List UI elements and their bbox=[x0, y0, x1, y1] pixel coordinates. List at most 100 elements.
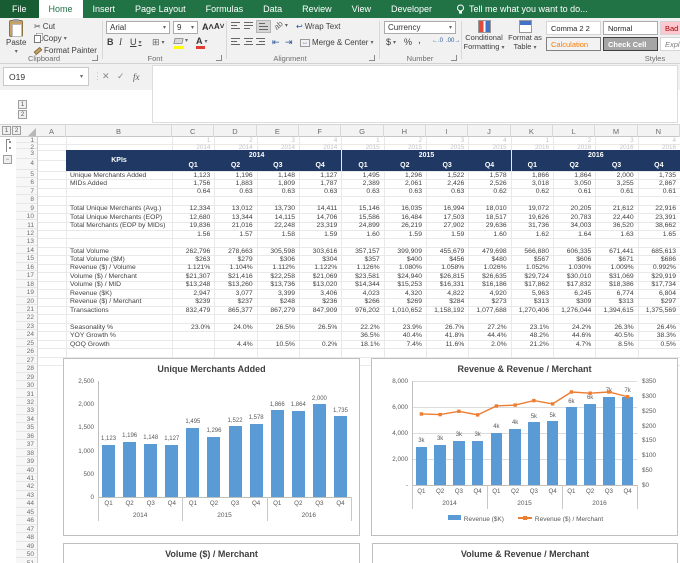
paste-button[interactable]: Paste ▾ bbox=[6, 20, 26, 55]
table-cell[interactable]: 1,756 bbox=[172, 179, 210, 187]
align-bottom-button[interactable] bbox=[256, 20, 271, 33]
row-header-24[interactable]: 24 bbox=[16, 331, 37, 338]
table-cell[interactable]: 1.57 bbox=[214, 230, 252, 238]
table-cell[interactable]: 20,783 bbox=[553, 213, 591, 221]
table-cell[interactable]: 1.63 bbox=[595, 230, 633, 238]
table-cell[interactable]: $21,416 bbox=[214, 272, 252, 280]
table-cell[interactable]: $306 bbox=[257, 255, 295, 263]
table-cell[interactable]: 0.992% bbox=[638, 264, 676, 272]
table-cell[interactable]: $15,253 bbox=[384, 281, 422, 289]
row-outline-level-1-button[interactable]: 1 bbox=[2, 126, 11, 135]
collapse-group-button[interactable]: − bbox=[3, 155, 12, 164]
table-cell[interactable]: 262,796 bbox=[172, 247, 210, 255]
chart-volume-merchant[interactable]: Volume ($) / Merchant bbox=[63, 543, 360, 563]
table-cell[interactable]: 24,899 bbox=[341, 222, 379, 230]
align-right-button[interactable] bbox=[256, 38, 265, 45]
table-cell[interactable]: 16,035 bbox=[384, 205, 422, 213]
ribbon-tab-home[interactable]: Home bbox=[39, 0, 83, 18]
table-cell[interactable]: 4,822 bbox=[426, 289, 464, 297]
table-cell[interactable]: $266 bbox=[341, 298, 379, 306]
table-cell[interactable]: $30,010 bbox=[553, 272, 591, 280]
table-cell[interactable]: 1.59 bbox=[299, 230, 337, 238]
increase-indent-button[interactable]: ⇥ bbox=[285, 37, 293, 48]
table-cell[interactable]: 40.5% bbox=[595, 331, 633, 339]
table-cell[interactable]: 1.59 bbox=[384, 230, 422, 238]
ribbon-tab-insert[interactable]: Insert bbox=[83, 0, 126, 18]
orientation-button[interactable]: ab▾ bbox=[274, 21, 288, 30]
table-cell[interactable]: 0.62 bbox=[468, 188, 506, 196]
table-cell[interactable]: 0.63 bbox=[384, 188, 422, 196]
table-cell[interactable]: 399,909 bbox=[384, 247, 422, 255]
table-cell[interactable]: 23.0% bbox=[172, 323, 210, 331]
table-cell[interactable]: 26.7% bbox=[426, 323, 464, 331]
table-cell[interactable]: 0.63 bbox=[426, 188, 464, 196]
table-cell[interactable]: 0.61 bbox=[638, 188, 676, 196]
table-cell[interactable]: 847,909 bbox=[299, 306, 337, 314]
row-header-23[interactable]: 23 bbox=[16, 323, 37, 330]
row-header-4[interactable]: 4 bbox=[16, 160, 37, 169]
table-cell[interactable]: $279 bbox=[214, 255, 252, 263]
table-cell[interactable]: 19,626 bbox=[511, 213, 549, 221]
table-cell[interactable]: $304 bbox=[299, 255, 337, 263]
table-cell[interactable]: 21,016 bbox=[214, 222, 252, 230]
table-cell[interactable]: 2,426 bbox=[426, 179, 464, 187]
table-cell[interactable]: 10.5% bbox=[257, 340, 295, 348]
table-cell[interactable]: 976,202 bbox=[341, 306, 379, 314]
table-cell[interactable]: 24.0% bbox=[214, 323, 252, 331]
table-cell[interactable]: 2.0% bbox=[468, 340, 506, 348]
table-cell[interactable]: 14,115 bbox=[257, 213, 295, 221]
table-cell[interactable]: 3,050 bbox=[553, 179, 591, 187]
table-cell[interactable]: 5,963 bbox=[511, 289, 549, 297]
table-cell[interactable]: $16,186 bbox=[468, 281, 506, 289]
column-header-L[interactable]: L bbox=[553, 125, 595, 137]
table-cell[interactable]: 26.5% bbox=[257, 323, 295, 331]
row-header-30[interactable]: 30 bbox=[16, 382, 37, 389]
row-header-13[interactable]: 13 bbox=[16, 238, 37, 245]
table-cell[interactable]: $29,919 bbox=[638, 272, 676, 280]
table-cell[interactable]: 1.030% bbox=[553, 264, 591, 272]
table-cell[interactable]: $567 bbox=[511, 255, 549, 263]
table-cell[interactable]: 1,578 bbox=[468, 171, 506, 179]
cut-button[interactable]: ✂Cut bbox=[34, 22, 55, 31]
ribbon-tab-view[interactable]: View bbox=[342, 0, 381, 18]
ribbon-tab-page-layout[interactable]: Page Layout bbox=[125, 0, 196, 18]
row-header-38[interactable]: 38 bbox=[16, 450, 37, 457]
table-cell[interactable]: 44.4% bbox=[468, 331, 506, 339]
row-header-49[interactable]: 49 bbox=[16, 543, 37, 550]
table-cell[interactable]: 38,662 bbox=[638, 222, 676, 230]
table-cell[interactable]: $17,862 bbox=[511, 281, 549, 289]
font-color-button[interactable]: A▾ bbox=[196, 36, 208, 46]
table-cell[interactable]: 20,205 bbox=[553, 205, 591, 213]
align-middle-button[interactable] bbox=[244, 22, 253, 29]
table-cell[interactable]: 13,344 bbox=[214, 213, 252, 221]
chart-unique-merchants-added[interactable]: Unique Merchants Added2,5002,0001,5001,0… bbox=[63, 358, 360, 536]
cell-style-comma[interactable]: Comma 2 2 bbox=[546, 21, 601, 35]
row-outline-level-2-button[interactable]: 2 bbox=[12, 126, 21, 135]
table-cell[interactable]: 1,196 bbox=[214, 171, 252, 179]
table-cell[interactable]: 22,916 bbox=[638, 205, 676, 213]
table-cell[interactable]: 24.2% bbox=[553, 323, 591, 331]
table-cell[interactable]: 6,245 bbox=[553, 289, 591, 297]
table-cell[interactable]: 832,479 bbox=[172, 306, 210, 314]
table-cell[interactable]: 2,867 bbox=[638, 179, 676, 187]
table-cell[interactable]: 0.63 bbox=[257, 188, 295, 196]
table-cell[interactable]: 34,003 bbox=[553, 222, 591, 230]
table-cell[interactable]: 6,774 bbox=[595, 289, 633, 297]
table-cell[interactable]: 26.3% bbox=[595, 323, 633, 331]
table-cell[interactable]: 3,399 bbox=[257, 289, 295, 297]
table-cell[interactable]: 303,616 bbox=[299, 247, 337, 255]
table-cell[interactable]: 685,613 bbox=[638, 247, 676, 255]
row-header-39[interactable]: 39 bbox=[16, 458, 37, 465]
table-cell[interactable]: 31,736 bbox=[511, 222, 549, 230]
ribbon-tab-formulas[interactable]: Formulas bbox=[196, 0, 254, 18]
table-cell[interactable]: 1.65 bbox=[638, 230, 676, 238]
row-header-33[interactable]: 33 bbox=[16, 407, 37, 414]
column-header-A[interactable]: A bbox=[38, 125, 66, 137]
table-cell[interactable]: 13,730 bbox=[257, 205, 295, 213]
table-cell[interactable]: 19,072 bbox=[511, 205, 549, 213]
table-cell[interactable]: 0.63 bbox=[341, 188, 379, 196]
table-cell[interactable]: 26,219 bbox=[384, 222, 422, 230]
table-cell[interactable]: $17,734 bbox=[638, 281, 676, 289]
table-cell[interactable]: 27,902 bbox=[426, 222, 464, 230]
table-cell[interactable]: 1.080% bbox=[384, 264, 422, 272]
